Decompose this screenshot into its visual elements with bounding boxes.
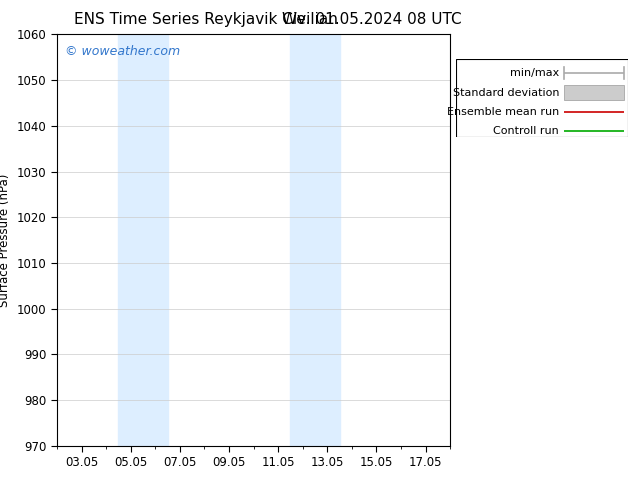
- Text: © woweather.com: © woweather.com: [65, 45, 180, 58]
- Y-axis label: Surface Pressure (hPa): Surface Pressure (hPa): [0, 173, 11, 307]
- Text: Ensemble mean run: Ensemble mean run: [447, 107, 559, 117]
- Text: Controll run: Controll run: [493, 126, 559, 136]
- FancyBboxPatch shape: [564, 85, 624, 99]
- Text: ENS Time Series Reykjavik Civilian: ENS Time Series Reykjavik Civilian: [74, 12, 339, 27]
- Text: Standard deviation: Standard deviation: [453, 88, 559, 98]
- Text: min/max: min/max: [510, 68, 559, 78]
- Bar: [290, 34, 340, 446]
- Text: We. 01.05.2024 08 UTC: We. 01.05.2024 08 UTC: [281, 12, 462, 27]
- Bar: [119, 34, 167, 446]
